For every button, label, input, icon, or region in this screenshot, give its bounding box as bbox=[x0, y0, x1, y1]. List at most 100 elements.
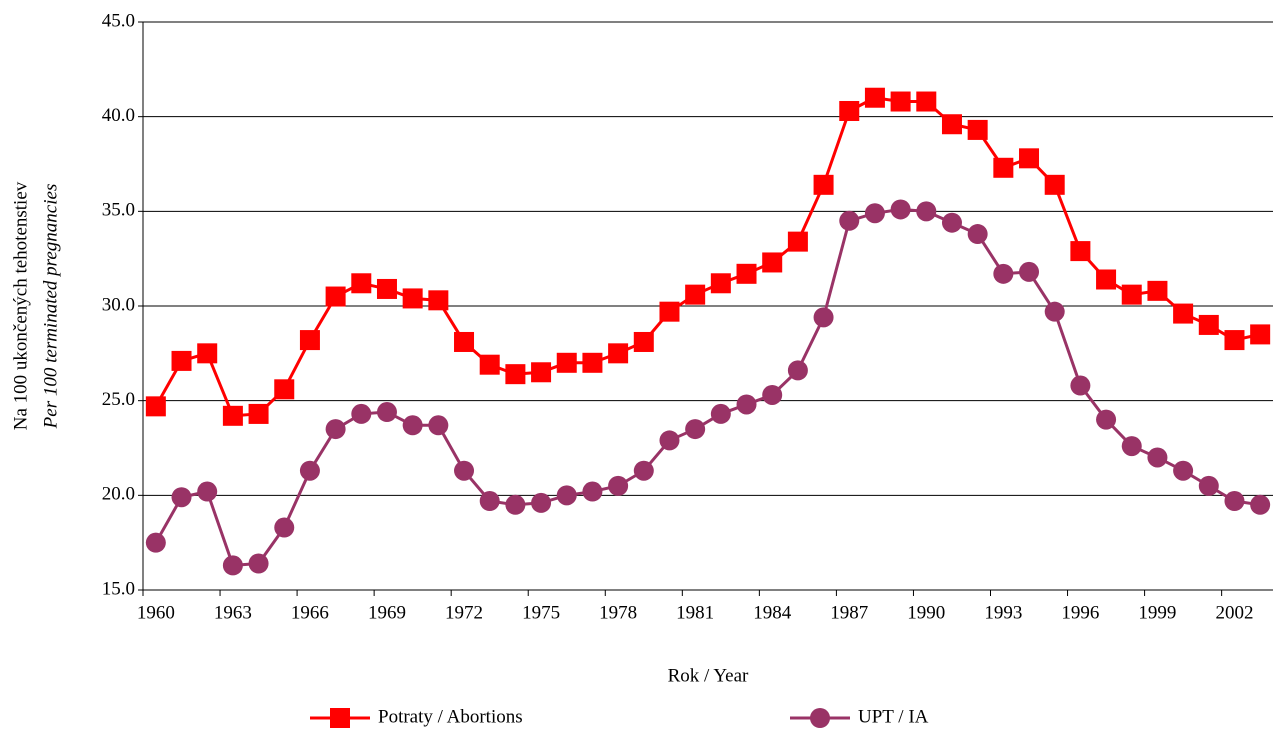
x-tick-label: 1987 bbox=[830, 602, 868, 623]
x-tick-label: 1999 bbox=[1138, 602, 1176, 623]
x-tick-label: 1978 bbox=[599, 602, 637, 623]
marker bbox=[762, 252, 783, 273]
marker bbox=[402, 415, 423, 436]
marker bbox=[1019, 261, 1040, 282]
marker bbox=[1070, 375, 1091, 396]
x-axis-label: Rok / Year bbox=[668, 665, 749, 686]
x-tick-label: 1984 bbox=[753, 602, 792, 623]
marker bbox=[839, 210, 860, 231]
legend-marker bbox=[330, 708, 350, 728]
marker bbox=[864, 87, 885, 108]
marker bbox=[1147, 447, 1168, 468]
marker bbox=[633, 460, 654, 481]
x-tick-label: 1972 bbox=[445, 602, 483, 623]
marker bbox=[941, 114, 962, 135]
y-tick-label: 20.0 bbox=[102, 484, 135, 505]
marker bbox=[864, 203, 885, 224]
legend-label: UPT / IA bbox=[858, 706, 929, 727]
marker bbox=[582, 352, 603, 373]
marker bbox=[1019, 148, 1040, 169]
marker bbox=[890, 91, 911, 112]
marker bbox=[197, 481, 218, 502]
marker bbox=[454, 460, 475, 481]
marker bbox=[582, 481, 603, 502]
marker bbox=[1173, 303, 1194, 324]
marker bbox=[941, 212, 962, 233]
marker bbox=[1173, 460, 1194, 481]
marker bbox=[1250, 324, 1271, 345]
marker bbox=[633, 331, 654, 352]
marker bbox=[531, 492, 552, 513]
marker bbox=[505, 364, 526, 385]
marker bbox=[299, 460, 320, 481]
marker bbox=[1044, 301, 1065, 322]
y-axis-label: Per 100 terminated pregnancies bbox=[40, 184, 61, 430]
y-tick-label: 35.0 bbox=[102, 200, 135, 221]
y-axis-label: Na 100 ukončených tehotenstiev bbox=[10, 181, 31, 430]
legend-marker bbox=[810, 708, 830, 728]
marker bbox=[145, 396, 166, 417]
marker bbox=[685, 284, 706, 305]
x-tick-label: 1975 bbox=[522, 602, 560, 623]
marker bbox=[248, 553, 269, 574]
marker bbox=[710, 273, 731, 294]
marker bbox=[556, 485, 577, 506]
marker bbox=[1198, 475, 1219, 496]
marker bbox=[145, 532, 166, 553]
marker bbox=[351, 403, 372, 424]
marker bbox=[376, 402, 397, 423]
marker bbox=[813, 174, 834, 195]
marker bbox=[916, 91, 937, 112]
series-line bbox=[154, 96, 1261, 418]
marker bbox=[787, 360, 808, 381]
x-tick-label: 1993 bbox=[984, 602, 1022, 623]
marker bbox=[197, 343, 218, 364]
marker bbox=[1121, 284, 1142, 305]
marker bbox=[479, 354, 500, 375]
marker bbox=[351, 273, 372, 294]
marker bbox=[710, 403, 731, 424]
marker bbox=[813, 307, 834, 328]
marker bbox=[428, 290, 449, 311]
legend-label: Potraty / Abortions bbox=[378, 706, 523, 727]
marker bbox=[556, 352, 577, 373]
marker bbox=[171, 350, 192, 371]
marker bbox=[1224, 491, 1245, 512]
series-line bbox=[154, 207, 1261, 567]
marker bbox=[222, 555, 243, 576]
marker bbox=[1224, 330, 1245, 351]
marker bbox=[608, 475, 629, 496]
marker bbox=[402, 288, 423, 309]
marker bbox=[171, 487, 192, 508]
marker bbox=[1121, 436, 1142, 457]
x-tick-label: 1963 bbox=[214, 602, 252, 623]
x-tick-label: 1966 bbox=[291, 602, 329, 623]
marker bbox=[659, 301, 680, 322]
marker bbox=[274, 379, 295, 400]
marker bbox=[736, 263, 757, 284]
marker bbox=[762, 384, 783, 405]
marker bbox=[1250, 494, 1271, 515]
y-tick-label: 40.0 bbox=[102, 105, 135, 126]
marker bbox=[736, 394, 757, 415]
marker bbox=[685, 419, 706, 440]
y-tick-label: 25.0 bbox=[102, 389, 135, 410]
marker bbox=[916, 201, 937, 222]
marker bbox=[787, 231, 808, 252]
y-tick-label: 15.0 bbox=[102, 578, 135, 599]
marker bbox=[608, 343, 629, 364]
marker bbox=[325, 419, 346, 440]
marker bbox=[454, 331, 475, 352]
marker bbox=[967, 119, 988, 140]
marker bbox=[299, 330, 320, 351]
x-tick-label: 1990 bbox=[907, 602, 945, 623]
x-tick-label: 1960 bbox=[137, 602, 175, 623]
y-tick-label: 30.0 bbox=[102, 294, 135, 315]
marker bbox=[325, 286, 346, 307]
y-tick-label: 45.0 bbox=[102, 10, 135, 31]
marker bbox=[1070, 241, 1091, 262]
marker bbox=[659, 430, 680, 451]
marker bbox=[1044, 174, 1065, 195]
marker bbox=[839, 100, 860, 121]
